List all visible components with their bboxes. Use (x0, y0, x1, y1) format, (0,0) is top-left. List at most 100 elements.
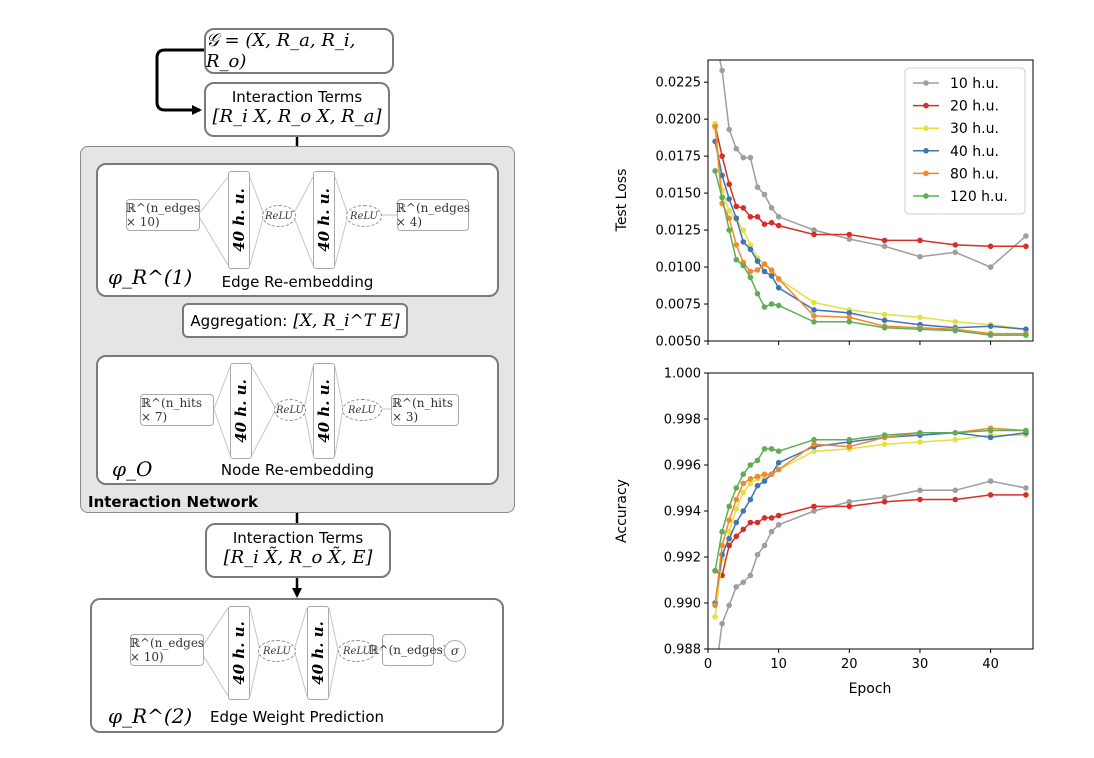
acc-point (768, 515, 775, 521)
legend: 10 h.u. 20 h.u. 30 h.u. 40 h.u. 80 h.u. 120 h… (904, 67, 1026, 215)
loss-point (881, 317, 888, 324)
loss-point (712, 123, 718, 130)
acc-point (747, 519, 754, 526)
loss-point (768, 219, 775, 226)
acc-point (740, 489, 747, 496)
acc-point (881, 432, 888, 438)
loss-point (740, 227, 747, 233)
loss-point (811, 299, 817, 306)
node-hidden-layer-1-label: 40 h. u. (232, 379, 250, 443)
loss-point (754, 258, 761, 264)
test-loss-plot-frame (707, 59, 1034, 342)
acc-point (881, 499, 888, 505)
legend-marker (923, 102, 929, 109)
acc-point (917, 430, 923, 436)
interaction-network-label: Interaction Network (88, 493, 258, 511)
acc-point (811, 436, 817, 443)
acc-point (740, 579, 747, 586)
node-input-dimension: ℝ^(n_hits × 7) (140, 394, 214, 426)
accuracy-plot-frame (707, 372, 1034, 650)
loss-point (761, 268, 768, 275)
node-reembedding-connections (213, 366, 391, 456)
acc-point (726, 528, 732, 535)
acc-point (1023, 485, 1029, 491)
loss-ytick-label: 0.0150 (656, 187, 702, 202)
acc-point (733, 496, 740, 503)
loss-point (811, 227, 817, 233)
legend-entry: 120 h.u. (950, 189, 1008, 205)
loss-point (761, 304, 768, 310)
loss-point (768, 267, 775, 273)
acc-point (740, 526, 747, 533)
loss-point (726, 196, 732, 202)
loss-point (987, 243, 994, 250)
loss-point (846, 314, 853, 321)
loss-point (712, 168, 718, 174)
acc-point (740, 508, 747, 514)
acc-point (761, 478, 768, 484)
acc-ytick-label: 0.992 (664, 551, 701, 566)
acc-point (917, 487, 923, 494)
acc-point (881, 441, 888, 448)
acc-point (775, 466, 782, 473)
acc-point (747, 572, 754, 579)
acc-point (712, 674, 718, 680)
loss-point (952, 319, 959, 325)
acc-point (768, 528, 775, 535)
architecture-diagram: 𝒢 = (X, R_a, R_i, R_o) Interaction Terms… (0, 0, 530, 758)
edge-relu-2: ReLU (346, 205, 382, 227)
loss-point (747, 274, 754, 281)
acc-point (740, 480, 747, 487)
loss-point (733, 215, 740, 221)
loss-point (754, 290, 761, 297)
loss-point (754, 214, 761, 220)
interaction-terms-box-1: Interaction Terms [R_i X, R_o X, R_a] (204, 82, 390, 137)
aggregation-formula: [X, R_i^T E] (293, 310, 400, 331)
node-hidden-layer-2: 40 h. u. (313, 363, 335, 459)
loss-point (881, 243, 888, 250)
acc-point (726, 517, 732, 523)
acc-ytick-label: 0.990 (664, 597, 701, 612)
accuracy-ylabel: Accuracy (614, 479, 630, 543)
acc-point (811, 441, 817, 448)
loss-point (740, 154, 747, 161)
acc-point (846, 443, 853, 450)
edge-weight-label: Edge Weight Prediction (209, 708, 385, 726)
acc-point (747, 496, 754, 503)
acc-point (1023, 492, 1029, 498)
loss-point (881, 324, 888, 331)
loss-point (1023, 233, 1029, 239)
acc-point (726, 542, 732, 549)
loss-point (917, 253, 923, 260)
node-relu-2-label: ReLU (348, 404, 376, 416)
loss-point (775, 222, 782, 229)
acc-ytick-label: 0.998 (664, 413, 701, 428)
edge-weight-box: ℝ^(n_edges × 10) 40 h. u. ReLU 40 h. u. … (90, 598, 504, 733)
loss-point (733, 256, 740, 263)
acc-point (775, 459, 782, 466)
acc-point (726, 535, 732, 542)
acc-point (987, 427, 994, 434)
acc-point (917, 496, 923, 503)
epoch-xtick-label: 40 (982, 657, 999, 672)
loss-point (987, 332, 994, 338)
edge-hidden-layer-2: 40 h. u. (313, 171, 335, 269)
loss-point (952, 249, 959, 256)
node-relu-1-label: ReLU (276, 404, 304, 416)
node-input-text: ℝ^(n_hits × 7) (141, 396, 202, 424)
acc-ytick-label: 0.988 (664, 643, 701, 658)
acc-point (754, 519, 761, 526)
acc-point (719, 528, 725, 535)
edge-reembedding-connections (197, 176, 398, 266)
loss-point (726, 208, 732, 214)
loss-point (747, 214, 754, 220)
edge-weight-relu-2-label: ReLU (343, 645, 371, 657)
loss-ytick-label: 0.0100 (656, 261, 702, 276)
aggregation-label: Aggregation: (190, 311, 288, 330)
edge-hidden-layer-1: 40 h. u. (228, 171, 250, 269)
legend-entry: 10 h.u. (950, 76, 999, 92)
loss-point (881, 237, 888, 244)
epoch-xtick-label: 10 (770, 657, 787, 672)
acc-point (726, 503, 732, 510)
acc-point (747, 476, 754, 482)
